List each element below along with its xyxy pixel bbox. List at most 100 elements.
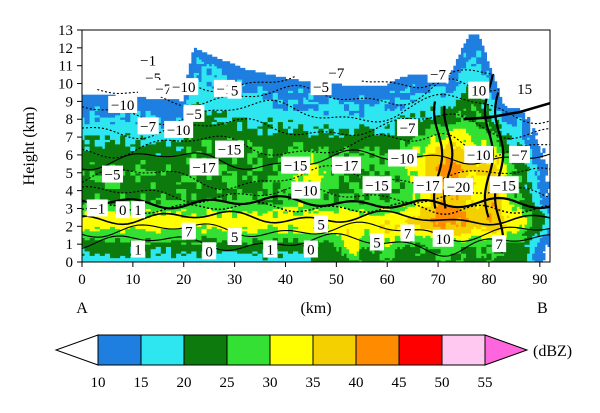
reflectivity-cell <box>125 168 129 172</box>
reflectivity-cell <box>125 233 129 236</box>
reflectivity-cell <box>165 188 170 192</box>
reflectivity-cell <box>115 241 119 245</box>
reflectivity-cell <box>140 186 144 189</box>
reflectivity-cell <box>125 119 129 123</box>
reflectivity-cell <box>153 110 157 114</box>
reflectivity-cell <box>94 123 98 127</box>
reflectivity-cell <box>117 221 121 225</box>
reflectivity-cell <box>140 112 144 116</box>
reflectivity-cell <box>89 239 93 243</box>
reflectivity-cell <box>160 141 164 145</box>
reflectivity-cell <box>82 237 86 241</box>
reflectivity-cell <box>122 175 126 178</box>
reflectivity-cell <box>173 246 177 250</box>
reflectivity-cell <box>168 241 172 245</box>
reflectivity-cell <box>92 141 96 145</box>
reflectivity-cell <box>160 183 164 187</box>
reflectivity-cell <box>130 112 134 116</box>
reflectivity-cell <box>122 148 126 152</box>
reflectivity-cell <box>155 148 159 152</box>
reflectivity-cell <box>140 188 144 192</box>
reflectivity-cell <box>171 221 175 225</box>
reflectivity-cell <box>84 233 88 236</box>
reflectivity-cell <box>109 228 114 232</box>
reflectivity-cell <box>120 217 124 221</box>
reflectivity-cell <box>171 253 175 256</box>
reflectivity-cell <box>132 217 137 221</box>
reflectivity-cell <box>148 159 152 163</box>
reflectivity-cell <box>112 233 116 236</box>
reflectivity-cell <box>168 108 172 111</box>
reflectivity-cell <box>145 181 149 185</box>
reflectivity-cell <box>130 237 134 241</box>
reflectivity-cell <box>117 130 121 134</box>
reflectivity-cell <box>145 108 149 111</box>
reflectivity-cell <box>163 114 167 118</box>
reflectivity-cell <box>102 134 106 138</box>
reflectivity-cell <box>127 125 131 129</box>
reflectivity-cell <box>130 117 134 120</box>
reflectivity-cell <box>112 241 116 245</box>
reflectivity-cell <box>137 177 142 181</box>
reflectivity-cell <box>87 219 91 223</box>
reflectivity-cell <box>171 150 175 154</box>
reflectivity-cell <box>94 246 98 250</box>
reflectivity-cell <box>155 230 159 234</box>
reflectivity-cell <box>84 237 88 241</box>
reflectivity-cell <box>135 166 139 169</box>
reflectivity-cell <box>104 143 109 147</box>
reflectivity-cell <box>109 257 114 261</box>
reflectivity-cell <box>163 159 167 163</box>
reflectivity-cell <box>160 221 164 225</box>
reflectivity-cell <box>148 152 152 156</box>
reflectivity-cell <box>120 128 124 131</box>
reflectivity-cell <box>112 163 116 167</box>
reflectivity-cell <box>120 235 124 239</box>
reflectivity-cell <box>153 108 157 111</box>
reflectivity-cell <box>135 230 139 234</box>
reflectivity-cell <box>87 183 91 187</box>
reflectivity-cell <box>94 248 98 252</box>
reflectivity-cell <box>122 119 126 123</box>
reflectivity-cell <box>89 172 93 176</box>
reflectivity-cell <box>163 192 167 196</box>
reflectivity-cell <box>150 154 154 158</box>
reflectivity-cell <box>84 134 88 138</box>
reflectivity-cell <box>153 199 157 203</box>
reflectivity-cell <box>122 123 126 127</box>
reflectivity-cell <box>97 181 101 185</box>
reflectivity-cell <box>107 224 111 227</box>
reflectivity-cell <box>168 226 172 230</box>
reflectivity-cell <box>160 228 164 232</box>
reflectivity-cell <box>107 141 111 145</box>
reflectivity-cell <box>125 146 129 149</box>
reflectivity-cell <box>82 103 86 107</box>
reflectivity-cell <box>127 121 131 125</box>
reflectivity-cell <box>168 224 172 227</box>
reflectivity-cell <box>82 117 86 120</box>
reflectivity-cell <box>150 221 154 225</box>
reflectivity-cell <box>107 159 111 163</box>
reflectivity-cell <box>109 141 114 145</box>
reflectivity-cell <box>84 177 88 181</box>
reflectivity-cell <box>135 188 139 192</box>
reflectivity-cell <box>137 114 142 118</box>
reflectivity-cell <box>137 103 142 107</box>
reflectivity-cell <box>94 128 98 131</box>
reflectivity-cell <box>117 183 121 187</box>
reflectivity-cell <box>125 246 129 250</box>
reflectivity-cell <box>163 257 167 261</box>
reflectivity-cell <box>153 181 157 185</box>
reflectivity-cell <box>171 186 175 189</box>
reflectivity-cell <box>132 114 137 118</box>
reflectivity-cell <box>127 181 131 185</box>
reflectivity-cell <box>84 183 88 187</box>
reflectivity-cell <box>163 157 167 160</box>
reflectivity-cell <box>120 157 124 160</box>
reflectivity-cell <box>130 154 134 158</box>
reflectivity-cell <box>158 139 162 143</box>
reflectivity-cell <box>92 163 96 167</box>
reflectivity-cell <box>87 154 91 158</box>
reflectivity-cell <box>99 186 103 189</box>
